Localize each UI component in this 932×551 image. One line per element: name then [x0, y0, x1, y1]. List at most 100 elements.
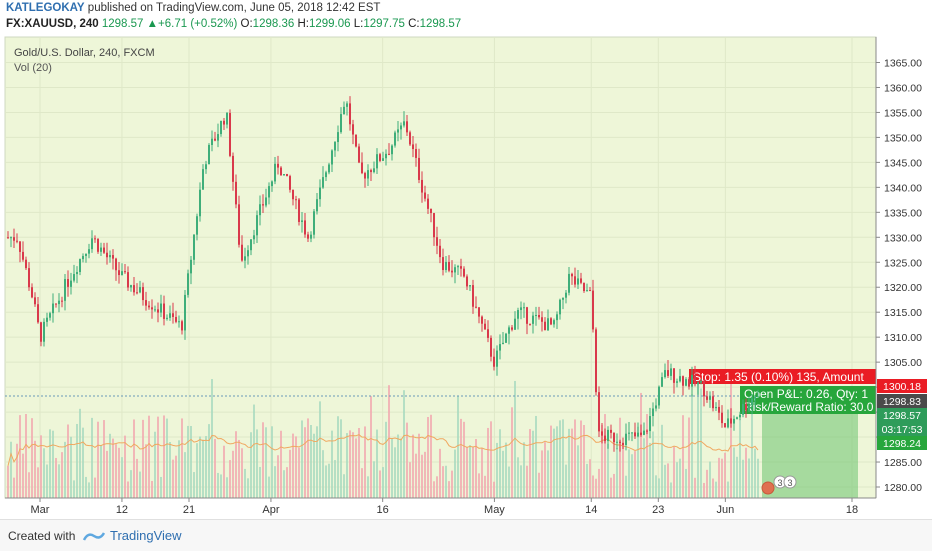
- candle-body: [169, 313, 171, 318]
- candle-body: [481, 316, 483, 324]
- volume-bar: [472, 446, 474, 498]
- volume-bar: [133, 419, 135, 498]
- events-badge[interactable]: 3 3: [761, 475, 797, 495]
- y-tick-label: 1355.00: [884, 107, 922, 119]
- volume-bar: [679, 458, 681, 498]
- volume-bar: [484, 475, 486, 498]
- volume-bar: [340, 419, 342, 498]
- volume-bar: [586, 463, 588, 498]
- volume-bar: [193, 472, 195, 498]
- event-count: 3: [777, 478, 782, 488]
- volume-bar: [517, 457, 519, 498]
- candle-body: [487, 329, 489, 338]
- volume-bar: [751, 413, 753, 498]
- volume-bar: [574, 419, 576, 498]
- volume-bar: [355, 438, 357, 498]
- volume-bar: [85, 476, 87, 498]
- countdown-tag: [877, 422, 927, 436]
- volume-bar: [40, 435, 42, 498]
- y-tick-label: 1285.00: [884, 457, 922, 469]
- volume-bar: [238, 439, 240, 498]
- volume-bar: [733, 447, 735, 498]
- candlesticks: [7, 96, 759, 452]
- volume-bar: [394, 447, 396, 498]
- volume-bar: [481, 448, 483, 498]
- volume-bar: [595, 478, 597, 498]
- x-tick-label: Jun: [716, 504, 734, 516]
- candle-body: [226, 113, 228, 125]
- x-tick-label: 16: [377, 504, 389, 516]
- y-tick-label: 1335.00: [884, 207, 922, 219]
- volume-bar: [367, 476, 369, 498]
- candle-body: [190, 259, 192, 274]
- time-axis[interactable]: Mar 12 21 Apr 16 May 14 23 Jun 18: [5, 497, 876, 516]
- candle-body: [508, 327, 510, 334]
- y-tick-label: 1360.00: [884, 82, 922, 94]
- tradingview-link[interactable]: TradingView: [110, 528, 182, 543]
- volume-bar: [307, 418, 309, 498]
- candle-body: [637, 432, 639, 437]
- candle-body: [418, 157, 420, 180]
- volume-bar: [64, 441, 66, 498]
- candle-body: [145, 300, 147, 306]
- candle-body: [745, 404, 747, 411]
- candle-body: [517, 310, 519, 319]
- volume-bar: [301, 420, 303, 498]
- candle-body: [478, 307, 480, 317]
- volume-bar: [241, 448, 243, 498]
- candle-body: [265, 197, 267, 206]
- volume-bar: [529, 429, 531, 498]
- candle-body: [700, 380, 702, 383]
- volume-bar: [199, 436, 201, 498]
- candle-body: [688, 379, 690, 387]
- volume-bar: [151, 480, 153, 498]
- candle-body: [7, 237, 9, 239]
- plot-area[interactable]: [4, 36, 877, 499]
- volume-bar: [706, 469, 708, 498]
- candle-body: [583, 282, 585, 292]
- candle-body: [70, 280, 72, 287]
- volume-bar: [439, 448, 441, 498]
- volume-bar: [304, 427, 306, 498]
- volume-bar: [256, 429, 258, 498]
- volume-bar: [49, 429, 51, 498]
- volume-bar: [385, 421, 387, 498]
- volume-bar: [79, 408, 81, 498]
- volume-bar: [34, 440, 36, 498]
- volume-bar: [223, 445, 225, 498]
- candle-body: [607, 429, 609, 442]
- volume-bar: [373, 461, 375, 498]
- candle-body: [529, 323, 531, 325]
- price-chart[interactable]: Stop: 1.35 (0.10%) 135, Amount Open P&L:…: [0, 0, 932, 519]
- volume-bar: [334, 460, 336, 498]
- candle-body: [67, 279, 69, 287]
- candle-body: [217, 134, 219, 141]
- volume-bar: [205, 436, 207, 498]
- price-axis[interactable]: 1280.001285.001290.001295.001300.001305.…: [875, 37, 922, 498]
- close-value: 1298.57: [419, 18, 462, 30]
- author-link[interactable]: KATLEGOKAY: [6, 2, 85, 14]
- y-tick-label: 1305.00: [884, 357, 922, 369]
- candle-body: [34, 297, 36, 305]
- volume-bar: [697, 383, 699, 498]
- volume-bar: [571, 428, 573, 498]
- volume-bar: [268, 476, 270, 498]
- volume-bar: [70, 436, 72, 498]
- volume-bar: [532, 430, 534, 498]
- candle-body: [268, 186, 270, 198]
- candle-body: [427, 198, 429, 209]
- volume-bar: [511, 407, 513, 498]
- tradingview-logo-icon[interactable]: [82, 529, 106, 547]
- candle-body: [580, 278, 582, 283]
- volume-bar: [202, 439, 204, 498]
- volume-bar: [691, 394, 693, 498]
- candle-body: [457, 266, 459, 268]
- volume-bar: [97, 421, 99, 498]
- pnl-label-box: [740, 386, 876, 414]
- volume-bar: [433, 481, 435, 498]
- volume-bar: [742, 459, 744, 498]
- volume-bar: [616, 448, 618, 498]
- candle-body: [727, 418, 729, 428]
- volume-bar: [601, 424, 603, 498]
- volume-bar: [559, 420, 561, 498]
